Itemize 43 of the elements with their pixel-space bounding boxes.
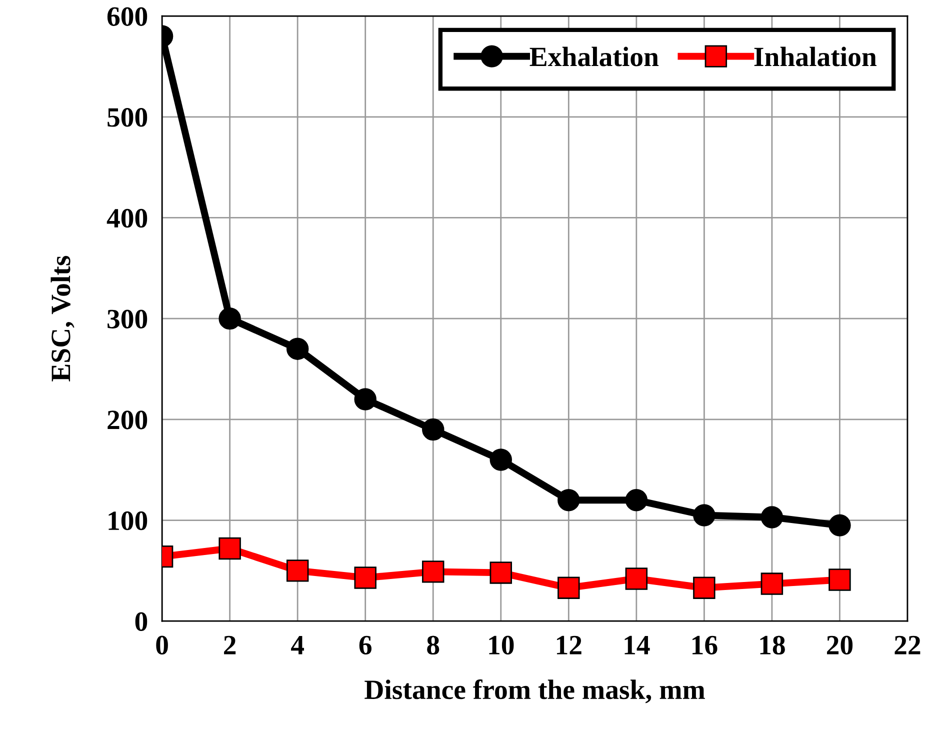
point: [422, 418, 444, 441]
point: [490, 448, 512, 471]
y-tick-label: 500: [108, 108, 148, 127]
point: [218, 307, 241, 330]
x-tick-label: 20: [826, 636, 853, 655]
y-axis-title: ESC, Volts: [50, 256, 74, 382]
legend-label: Inhalation: [754, 46, 877, 66]
point: [828, 568, 851, 591]
point: [354, 388, 376, 410]
x-tick-label: 8: [427, 636, 440, 655]
x-tick-label: 0: [156, 636, 168, 655]
x-tick-label: 10: [489, 636, 514, 655]
point: [693, 504, 716, 526]
point: [422, 560, 444, 583]
y-tick-label: 600: [107, 7, 148, 26]
point: [286, 560, 309, 582]
point: [625, 568, 648, 590]
x-axis-title: Distance from the mask, mm: [364, 679, 705, 704]
y-tick-label: 0: [135, 612, 148, 632]
x-tick-label: 4: [291, 636, 304, 654]
point: [490, 562, 512, 584]
point: [354, 566, 376, 589]
x-tick-label: 2: [224, 636, 236, 654]
legend-label: Exhalation: [530, 46, 659, 66]
point: [558, 488, 580, 512]
y-tick-label: 100: [108, 511, 148, 530]
x-tick-label: 12: [556, 636, 582, 654]
point: [286, 338, 309, 360]
point: [760, 506, 784, 528]
x-tick-label: 14: [624, 636, 650, 654]
y-tick-label: 400: [106, 208, 148, 228]
y-tick-label: 200: [108, 410, 148, 430]
point: [693, 576, 716, 599]
x-tick-label: 18: [760, 636, 785, 655]
x-tick-label: 6: [359, 636, 372, 655]
point: [828, 514, 851, 536]
point: [625, 488, 648, 512]
point: [218, 537, 241, 560]
x-tick-label: 16: [692, 636, 718, 655]
y-tick-label: 300: [108, 310, 148, 328]
point: [760, 572, 784, 595]
x-tick-label: 22: [894, 636, 920, 654]
point: [558, 576, 580, 599]
